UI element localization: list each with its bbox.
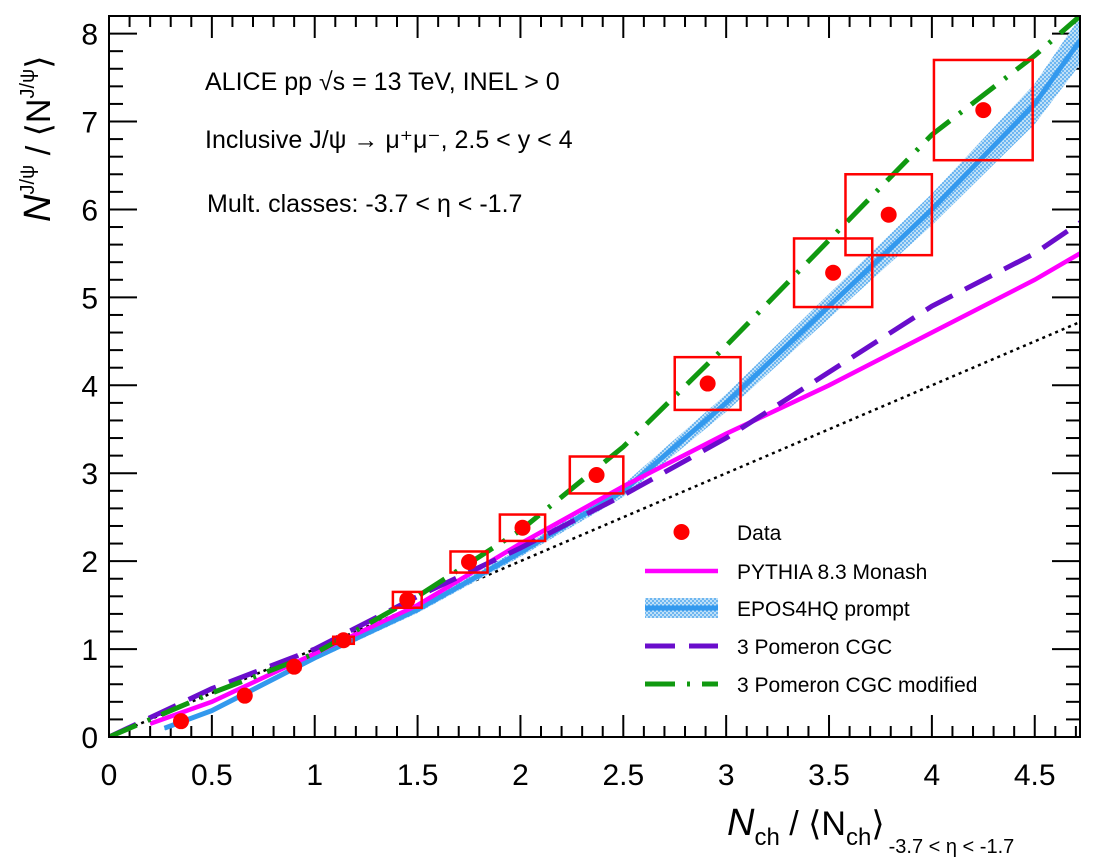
axis-ticks bbox=[108, 15, 1080, 738]
y-tick-label: 7 bbox=[81, 107, 98, 140]
y-tick-label: 2 bbox=[81, 546, 98, 579]
y-title-sup: J/ψ bbox=[17, 165, 39, 195]
x-tick-label: 4.5 bbox=[1014, 759, 1056, 792]
data-point bbox=[461, 554, 478, 571]
y-title-main: N bbox=[17, 194, 59, 222]
pythia-line bbox=[149, 251, 1079, 726]
y-title-mid: / ⟨N bbox=[20, 99, 58, 165]
y-tick-label: 5 bbox=[81, 282, 98, 315]
x-axis-title: Nch / ⟨Nch⟩-3.7 < η < -1.7 bbox=[727, 802, 1014, 858]
x-tick-label: 3.5 bbox=[808, 759, 850, 792]
data-sys-box bbox=[449, 550, 489, 574]
x-title-range: -3.7 < η < -1.7 bbox=[889, 836, 1015, 858]
data-point bbox=[975, 102, 992, 119]
legend-pythia-label: PYTHIA 8.3 Monash bbox=[737, 561, 927, 584]
data-point bbox=[825, 264, 842, 281]
data-point bbox=[514, 519, 531, 536]
x-title-sub2: ch bbox=[846, 824, 871, 851]
data-layer bbox=[173, 58, 1034, 730]
x-title-sub: ch bbox=[754, 824, 779, 851]
data-point bbox=[588, 466, 605, 483]
data-point bbox=[236, 687, 253, 704]
legend-epos-row: EPOS4HQ prompt bbox=[645, 598, 910, 621]
x-tick-label: 0.5 bbox=[191, 759, 233, 792]
data-sys-box bbox=[932, 58, 1034, 162]
legend-pomeron-modified-label: 3 Pomeron CGC modified bbox=[737, 674, 977, 697]
data-point bbox=[699, 375, 716, 392]
y-tick-label: 6 bbox=[81, 194, 98, 227]
data-point bbox=[173, 713, 190, 730]
legend-data-label: Data bbox=[737, 522, 782, 545]
y-tick-label: 3 bbox=[81, 458, 98, 491]
data-point bbox=[399, 591, 416, 608]
pomeron-cgc-modified-line bbox=[110, 17, 1079, 736]
y-tick-label: 4 bbox=[81, 370, 98, 403]
legend-pomeron-modified-row: 3 Pomeron CGC modified bbox=[645, 674, 977, 697]
data-point bbox=[335, 632, 352, 649]
x-title-mid: / ⟨N bbox=[780, 805, 846, 843]
legend-pythia-row: PYTHIA 8.3 Monash bbox=[645, 561, 927, 584]
x-title-close: ⟩ bbox=[871, 805, 884, 843]
legend-pomeron-row: 3 Pomeron CGC bbox=[645, 636, 892, 659]
legend-pomeron-label: 3 Pomeron CGC bbox=[737, 636, 892, 659]
data-sys-box bbox=[568, 455, 625, 495]
y-axis-title: NJ/ψ / ⟨NJ/ψ⟩ bbox=[17, 55, 59, 222]
data-sys-box bbox=[844, 173, 934, 257]
x-tick-label: 2.5 bbox=[602, 759, 644, 792]
x-tick-label: 4 bbox=[924, 759, 941, 792]
x-tick-label: 0 bbox=[101, 759, 118, 792]
data-sys-box bbox=[673, 355, 742, 412]
legend: Data PYTHIA 8.3 Monash EPOS4HQ prompt 3 Pom… bbox=[645, 522, 977, 697]
x-title-main: N bbox=[727, 802, 755, 844]
x-tick-label: 1 bbox=[306, 759, 323, 792]
x-tick-label: 1.5 bbox=[397, 759, 439, 792]
x-tick-label: 2 bbox=[512, 759, 529, 792]
data-point bbox=[286, 658, 303, 675]
annotation-line2: Inclusive J/ψ → μ⁺μ⁻, 2.5 < y < 4 bbox=[205, 126, 573, 154]
y-title-sup2: J/ψ bbox=[17, 69, 39, 99]
legend-epos-label: EPOS4HQ prompt bbox=[737, 598, 910, 621]
data-point bbox=[880, 206, 897, 223]
x-tick-label: 3 bbox=[718, 759, 735, 792]
y-tick-label: 1 bbox=[81, 634, 98, 667]
y-title-close: ⟩ bbox=[20, 55, 58, 68]
plot-frame bbox=[108, 15, 1081, 738]
legend-marker-data bbox=[673, 524, 690, 540]
tick-labels: 0 0.5 1 1.5 2 2.5 3 3.5 4 4.5 0 1 2 3 4 5 6 7 8 bbox=[81, 19, 1055, 792]
pomeron-cgc-line bbox=[110, 220, 1079, 736]
legend-data-row: Data bbox=[673, 522, 782, 545]
y-tick-label: 8 bbox=[81, 19, 98, 52]
annotation-line1: ALICE pp √s = 13 TeV, INEL > 0 bbox=[205, 68, 560, 96]
data-sys-box bbox=[498, 513, 547, 543]
annotation-line3: Mult. classes: -3.7 < η < -1.7 bbox=[207, 190, 522, 218]
data-sys-box bbox=[792, 237, 874, 309]
y-tick-label: 0 bbox=[81, 722, 98, 755]
